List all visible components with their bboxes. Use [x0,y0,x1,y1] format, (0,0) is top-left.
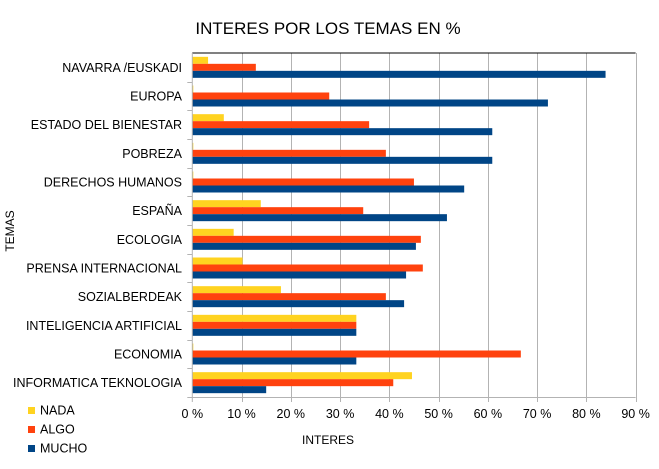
bar-algo [192,149,386,157]
bar-nada [192,228,234,236]
legend-label: ALGO [40,423,75,437]
category-label: INTELIGENCIA ARTIFICIAL [26,319,182,333]
bar-nada [192,286,281,294]
bar-nada [192,314,357,322]
bar-mucho [192,357,357,365]
x-tick-label: 30 % [326,407,355,421]
bar-algo [192,264,423,272]
bar-nada [192,257,243,265]
bar-algo [192,379,394,387]
bar-mucho [192,128,493,136]
legend: NADA ALGO MUCHO [28,404,87,456]
category-label: INFORMATICA TEKNOLOGIA [13,376,183,390]
legend-label: NADA [40,404,75,418]
category-labels: NAVARRA /EUSKADI EUROPA ESTADO DEL BIENEST… [13,61,183,390]
category-label: SOZIALBERDEAK [78,290,183,304]
bar-algo [192,121,370,129]
x-axis-title: INTERES [302,433,354,447]
bar-nada [192,114,224,122]
y-axis-title: TEMAS [3,210,17,251]
legend-swatch-algo [28,426,35,433]
category-label: POBREZA [122,147,182,161]
bar-algo [192,235,421,243]
category-label: NAVARRA /EUSKADI [62,61,182,75]
chart-title: INTERES POR LOS TEMAS EN % [195,19,460,38]
x-tick-label: 10 % [227,407,256,421]
legend-label: MUCHO [40,442,87,456]
bar-algo [192,207,364,215]
bar-mucho [192,242,416,250]
bar-mucho [192,156,493,164]
category-label: PRENSA INTERNACIONAL [26,262,182,276]
bar-algo [192,63,256,71]
bar-algo [192,350,521,358]
category-label: EUROPA [130,90,183,104]
legend-swatch-mucho [28,445,35,452]
bar-mucho [192,185,465,193]
x-tick-label: 20 % [277,407,306,421]
category-label: ECONOMIA [114,348,183,362]
bar-nada [192,56,209,64]
category-label: ESTADO DEL BIENESTAR [31,118,182,132]
bar-mucho [192,214,447,222]
bar-algo [192,178,414,186]
x-tick-label: 60 % [474,407,503,421]
axes [187,52,636,402]
x-tick-label: 50 % [424,407,453,421]
x-tick-label: 40 % [375,407,404,421]
bar-nada [192,372,412,380]
gridlines [242,53,637,402]
x-tick-labels: 0 % 10 % 20 % 30 % 40 % 50 % 60 % 70 % 80 % 90 % [182,407,650,421]
category-label: DERECHOS HUMANOS [44,176,182,190]
bar-algo [192,92,330,100]
bar-mucho [192,386,267,394]
bar-mucho [192,328,357,336]
bar-mucho [192,70,606,78]
bar-nada [192,200,261,208]
x-tick-label: 90 % [621,407,650,421]
bar-algo [192,321,357,329]
bar-algo [192,293,386,301]
bar-mucho [192,300,405,308]
bar-mucho [192,271,407,279]
bar-mucho [192,99,548,107]
x-tick-label: 0 % [182,407,204,421]
x-tick-label: 80 % [572,407,601,421]
legend-swatch-nada [28,407,35,414]
x-tick-label: 70 % [523,407,552,421]
category-label: ESPAÑA [132,204,182,218]
bars [192,56,606,394]
category-label: ECOLOGIA [117,233,183,247]
